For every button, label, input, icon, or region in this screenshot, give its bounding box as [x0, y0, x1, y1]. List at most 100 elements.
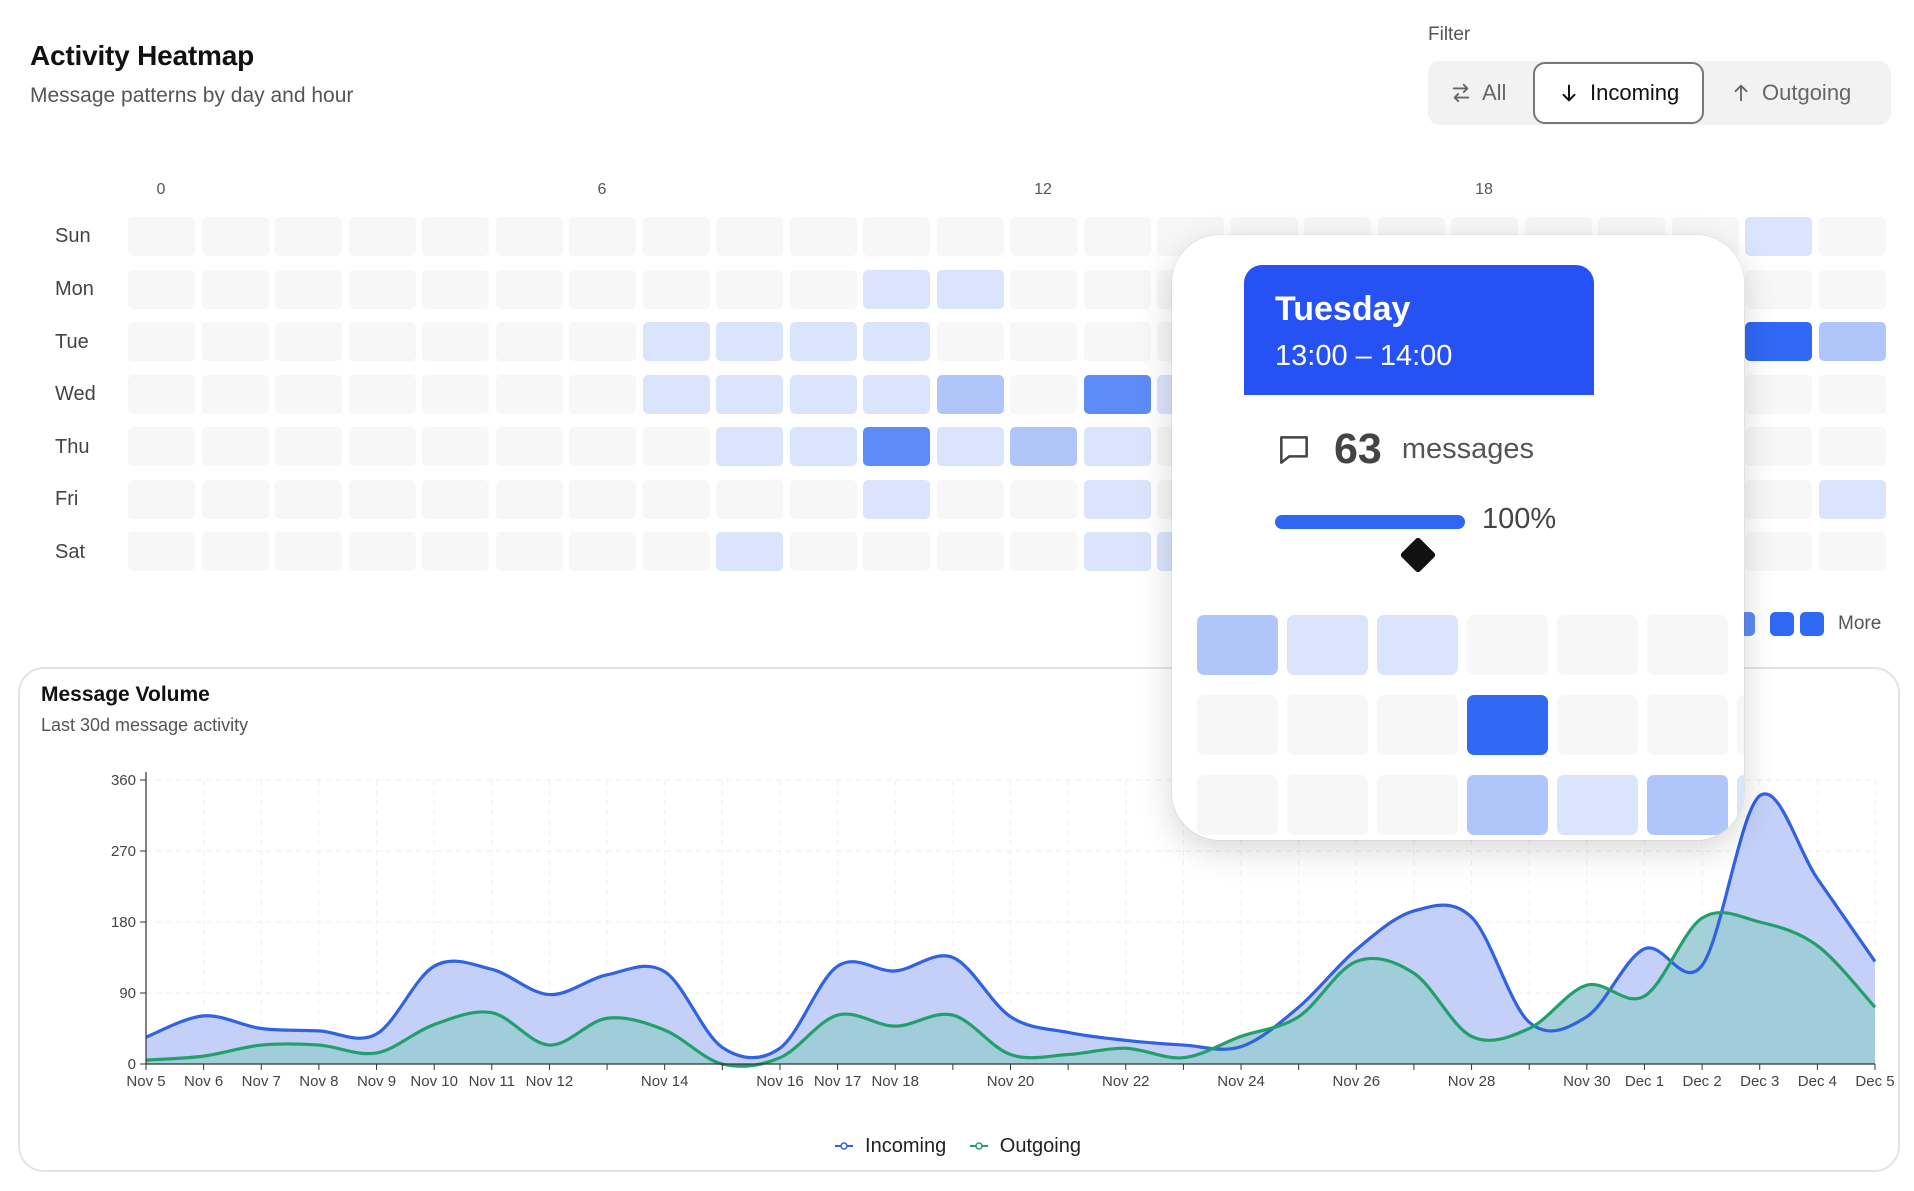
- heatmap-cell[interactable]: [642, 374, 710, 414]
- heatmap-cell[interactable]: [348, 269, 416, 309]
- heatmap-cell[interactable]: [1818, 532, 1886, 571]
- heatmap-cell[interactable]: [716, 374, 783, 414]
- heatmap-cell[interactable]: [569, 374, 636, 414]
- heatmap-cell[interactable]: [936, 217, 1004, 256]
- heatmap-cell[interactable]: [201, 374, 269, 414]
- heatmap-cell[interactable]: [422, 479, 489, 519]
- heatmap-cell[interactable]: [1818, 217, 1886, 256]
- heatmap-cell[interactable]: [1745, 322, 1812, 361]
- heatmap-cell[interactable]: [1010, 322, 1077, 361]
- heatmap-cell[interactable]: [1083, 479, 1151, 519]
- heatmap-cell[interactable]: [495, 532, 563, 571]
- heatmap-cell[interactable]: [201, 269, 269, 309]
- heatmap-cell[interactable]: [789, 479, 857, 519]
- heatmap-cell[interactable]: [495, 427, 563, 466]
- heatmap-cell[interactable]: [936, 532, 1004, 571]
- heatmap-cell[interactable]: [495, 269, 563, 309]
- heatmap-cell[interactable]: [348, 479, 416, 519]
- heatmap-cell[interactable]: [422, 217, 489, 256]
- heatmap-cell[interactable]: [128, 217, 195, 256]
- legend-item-outgoing[interactable]: Outgoing: [969, 1135, 1087, 1158]
- heatmap-cell[interactable]: [789, 532, 857, 571]
- heatmap-cell[interactable]: [422, 532, 489, 571]
- heatmap-cell[interactable]: [1083, 322, 1151, 361]
- heatmap-cell[interactable]: [863, 269, 930, 309]
- filter-option-incoming[interactable]: Incoming: [1533, 62, 1705, 124]
- heatmap-cell[interactable]: [642, 269, 710, 309]
- heatmap-cell[interactable]: [348, 374, 416, 414]
- heatmap-cell[interactable]: [422, 427, 489, 466]
- heatmap-cell[interactable]: [275, 217, 342, 256]
- legend-item-incoming[interactable]: Incoming: [835, 1135, 952, 1158]
- heatmap-cell[interactable]: [642, 217, 710, 256]
- heatmap-cell[interactable]: [128, 269, 195, 309]
- heatmap-cell[interactable]: [1010, 374, 1077, 414]
- heatmap-cell[interactable]: [569, 269, 636, 309]
- heatmap-cell[interactable]: [1010, 269, 1077, 309]
- heatmap-cell[interactable]: [201, 217, 269, 256]
- heatmap-cell[interactable]: [716, 532, 783, 571]
- heatmap-cell[interactable]: [1083, 269, 1151, 309]
- heatmap-cell[interactable]: [863, 322, 930, 361]
- heatmap-cell[interactable]: [1010, 217, 1077, 256]
- heatmap-cell[interactable]: [789, 427, 857, 466]
- heatmap-cell[interactable]: [716, 322, 783, 361]
- heatmap-cell[interactable]: [1745, 374, 1812, 414]
- heatmap-cell[interactable]: [716, 217, 783, 256]
- heatmap-cell[interactable]: [1745, 532, 1812, 571]
- heatmap-cell[interactable]: [201, 322, 269, 361]
- heatmap-cell[interactable]: [863, 532, 930, 571]
- heatmap-cell[interactable]: [275, 374, 342, 414]
- heatmap-cell[interactable]: [275, 479, 342, 519]
- heatmap-cell[interactable]: [128, 374, 195, 414]
- heatmap-cell[interactable]: [1818, 427, 1886, 466]
- heatmap-cell[interactable]: [348, 532, 416, 571]
- heatmap-cell[interactable]: [642, 532, 710, 571]
- heatmap-cell[interactable]: [128, 322, 195, 361]
- heatmap-cell[interactable]: [642, 427, 710, 466]
- heatmap-cell[interactable]: [1083, 374, 1151, 414]
- heatmap-cell[interactable]: [789, 217, 857, 256]
- heatmap-cell[interactable]: [1010, 532, 1077, 571]
- heatmap-cell[interactable]: [1818, 269, 1886, 309]
- heatmap-cell[interactable]: [348, 217, 416, 256]
- heatmap-cell[interactable]: [1818, 479, 1886, 519]
- heatmap-cell[interactable]: [275, 269, 342, 309]
- heatmap-cell[interactable]: [863, 217, 930, 256]
- heatmap-cell[interactable]: [1010, 479, 1077, 519]
- heatmap-cell[interactable]: [789, 269, 857, 309]
- heatmap-cell[interactable]: [495, 217, 563, 256]
- heatmap-cell[interactable]: [569, 217, 636, 256]
- heatmap-cell[interactable]: [495, 374, 563, 414]
- heatmap-cell[interactable]: [495, 322, 563, 361]
- heatmap-cell[interactable]: [1745, 217, 1812, 256]
- heatmap-cell[interactable]: [495, 479, 563, 519]
- heatmap-cell[interactable]: [422, 269, 489, 309]
- heatmap-cell[interactable]: [936, 479, 1004, 519]
- filter-option-outgoing[interactable]: Outgoing: [1730, 61, 1851, 125]
- heatmap-cell[interactable]: [569, 532, 636, 571]
- heatmap-cell[interactable]: [1083, 217, 1151, 256]
- heatmap-cell[interactable]: [348, 322, 416, 361]
- heatmap-cell[interactable]: [569, 479, 636, 519]
- heatmap-cell[interactable]: [128, 427, 195, 466]
- heatmap-cell[interactable]: [275, 322, 342, 361]
- heatmap-cell[interactable]: [1818, 322, 1886, 361]
- heatmap-cell[interactable]: [201, 532, 269, 571]
- heatmap-cell[interactable]: [1745, 427, 1812, 466]
- heatmap-cell[interactable]: [789, 322, 857, 361]
- heatmap-cell[interactable]: [789, 374, 857, 414]
- heatmap-cell[interactable]: [1010, 427, 1077, 466]
- heatmap-cell[interactable]: [1083, 532, 1151, 571]
- heatmap-cell[interactable]: [936, 269, 1004, 309]
- heatmap-cell[interactable]: [1745, 269, 1812, 309]
- heatmap-cell[interactable]: [201, 427, 269, 466]
- heatmap-cell[interactable]: [128, 532, 195, 571]
- heatmap-cell[interactable]: [863, 427, 930, 466]
- heatmap-cell[interactable]: [716, 427, 783, 466]
- heatmap-cell[interactable]: [128, 479, 195, 519]
- filter-option-all[interactable]: All: [1450, 61, 1506, 125]
- heatmap-cell[interactable]: [1818, 374, 1886, 414]
- heatmap-cell[interactable]: [569, 427, 636, 466]
- heatmap-cell[interactable]: [642, 479, 710, 519]
